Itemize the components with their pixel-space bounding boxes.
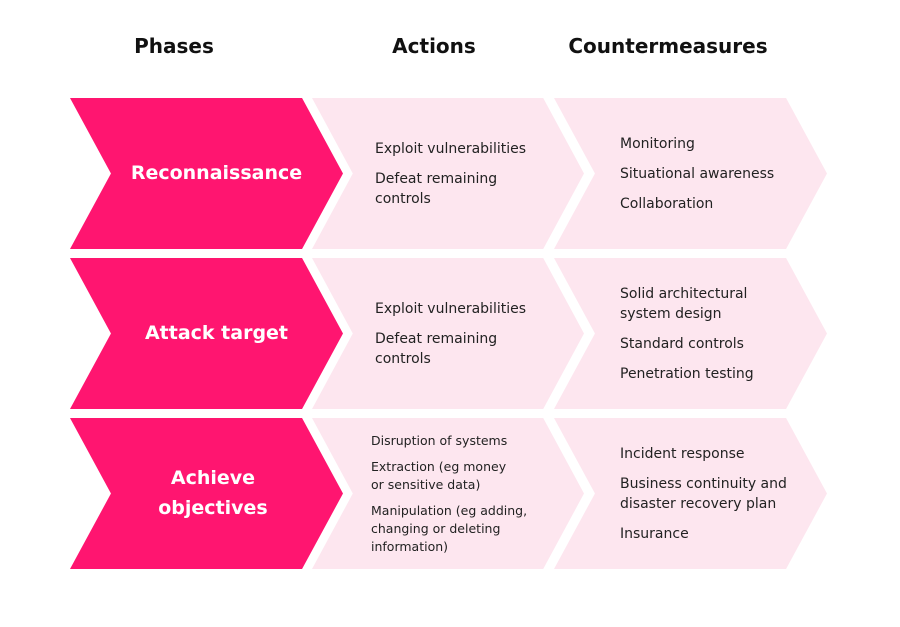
action-item: Exploit vulnerabilities	[375, 140, 527, 157]
countermeasure-item: Situational awareness	[620, 165, 775, 182]
countermeasure-item: Standard controls	[620, 335, 744, 352]
action-item: Defeat remaining controls	[375, 170, 498, 207]
countermeasures-chevron: Incident response Business continuity an…	[554, 418, 827, 569]
action-item: Disruption of systems	[371, 432, 508, 448]
countermeasure-item: Business continuity and disaster recover…	[620, 475, 787, 512]
phases-header: Phases	[134, 34, 214, 58]
actions-chevron: Disruption of systems Extraction (eg mon…	[312, 418, 584, 569]
countermeasure-item: Incident response	[620, 445, 745, 462]
countermeasure-item: Monitoring	[620, 135, 695, 152]
countermeasures-list: Incident response Business continuity an…	[620, 418, 797, 569]
actions-chevron: Exploit vulnerabilities Defeat remaining…	[312, 258, 584, 409]
action-item: Extraction (eg money or sensitive data)	[371, 458, 507, 492]
phase-chevron-attack-target: Attack target	[70, 258, 343, 409]
countermeasure-item: Insurance	[620, 525, 689, 542]
actions-list: Exploit vulnerabilities Defeat remaining…	[375, 98, 554, 249]
countermeasures-list: Solid architectural system design Standa…	[620, 258, 797, 409]
phase-chevron-reconnaissance: Reconnaissance	[70, 98, 343, 249]
action-item: Manipulation (eg adding, changing or del…	[371, 502, 528, 554]
action-item: Defeat remaining controls	[375, 330, 498, 367]
phase-label: Attack target	[144, 321, 289, 344]
phase-label: Reconnaissance	[130, 161, 303, 184]
countermeasure-item: Collaboration	[620, 195, 714, 212]
actions-list: Disruption of systems Extraction (eg mon…	[371, 418, 554, 569]
countermeasures-chevron: Solid architectural system design Standa…	[554, 258, 827, 409]
actions-list: Exploit vulnerabilities Defeat remaining…	[375, 258, 554, 409]
phase-chevron-achieve-objectives: Achieve objectives	[70, 418, 343, 569]
countermeasures-chevron: Monitoring Situational awareness Collabo…	[554, 98, 827, 249]
countermeasures-list: Monitoring Situational awareness Collabo…	[620, 98, 797, 249]
phase-label: Achieve objectives	[158, 467, 268, 519]
actions-header: Actions	[392, 34, 476, 58]
actions-chevron: Exploit vulnerabilities Defeat remaining…	[312, 98, 584, 249]
action-item: Exploit vulnerabilities	[375, 300, 527, 317]
countermeasures-header: Countermeasures	[568, 34, 768, 58]
countermeasure-item: Penetration testing	[620, 365, 754, 382]
countermeasure-item: Solid architectural system design	[620, 285, 748, 322]
